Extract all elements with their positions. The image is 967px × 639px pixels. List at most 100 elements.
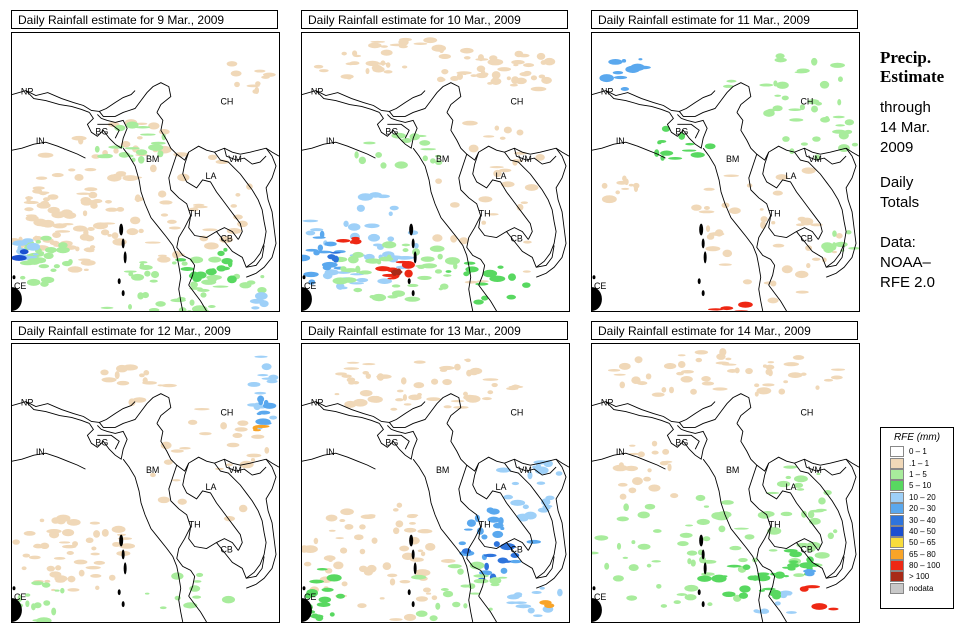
- rain-cell: [257, 395, 265, 403]
- island: [409, 534, 414, 547]
- border-line: [12, 452, 86, 470]
- island: [121, 601, 125, 608]
- rain-cell: [624, 465, 639, 472]
- rain-cell: [328, 529, 336, 532]
- country-label-bm: BM: [436, 154, 449, 164]
- rain-cell: [211, 257, 219, 261]
- rain-cell: [509, 594, 523, 598]
- island: [413, 562, 417, 575]
- rain-cell: [800, 372, 807, 376]
- rain-cell: [676, 371, 684, 376]
- rain-cell: [838, 131, 849, 140]
- legend-swatch: [890, 571, 904, 583]
- rain-cell: [422, 587, 431, 593]
- rain-cell: [511, 481, 520, 486]
- island: [302, 287, 312, 311]
- rain-cell: [413, 382, 425, 389]
- rain-cell: [783, 380, 789, 384]
- rain-cell: [490, 583, 500, 587]
- rain-cell: [177, 498, 187, 505]
- rain-cell: [219, 236, 233, 243]
- border-line: [466, 215, 486, 286]
- rain-cell: [233, 214, 243, 220]
- rain-cell: [32, 188, 43, 194]
- rain-cell: [771, 221, 776, 225]
- border-line: [98, 82, 172, 117]
- rain-cell: [401, 261, 415, 269]
- rain-cell: [827, 532, 834, 540]
- rain-cell: [100, 306, 114, 309]
- rain-cell: [477, 54, 484, 62]
- rain-cell: [312, 236, 326, 239]
- rain-cell: [651, 560, 661, 563]
- panel-title: Daily Rainfall estimate for 9 Mar., 2009: [11, 10, 278, 29]
- rain-cell: [807, 510, 815, 519]
- rain-cell: [489, 166, 504, 169]
- rain-cell: [323, 555, 336, 562]
- rain-cell: [526, 539, 542, 544]
- rain-cell: [496, 467, 512, 473]
- rain-cell: [527, 607, 535, 614]
- country-label-bg: BG: [675, 126, 688, 136]
- rain-cell: [800, 142, 808, 146]
- island: [592, 598, 602, 622]
- rain-cell: [157, 256, 171, 263]
- border-line: [214, 462, 267, 579]
- rain-cell: [810, 223, 823, 227]
- rain-cell: [637, 511, 650, 519]
- rain-cell: [25, 600, 30, 608]
- rain-cell: [690, 152, 705, 158]
- rain-cell: [646, 563, 652, 568]
- rain-cell: [357, 603, 367, 609]
- island: [703, 562, 707, 575]
- island: [701, 601, 705, 608]
- rain-cell: [723, 174, 739, 178]
- rain-cell: [12, 240, 28, 246]
- rain-cell: [415, 610, 428, 617]
- legend-row: 30 – 40: [881, 514, 953, 526]
- rain-cell: [354, 534, 364, 541]
- legend-row: 0 – 1: [881, 446, 953, 458]
- rain-cell: [365, 373, 371, 379]
- country-label-ce: CE: [14, 281, 26, 291]
- rain-cell: [523, 240, 532, 244]
- rain-cell: [72, 225, 88, 232]
- rain-cell: [204, 242, 219, 250]
- rain-cell: [703, 206, 710, 211]
- rain-cell: [838, 144, 850, 153]
- rain-cell: [469, 561, 485, 570]
- rain-cell: [811, 603, 828, 610]
- island: [302, 586, 306, 591]
- island: [411, 601, 415, 608]
- rain-cell: [819, 80, 830, 89]
- rain-cell: [801, 167, 816, 174]
- legend-label: 20 – 30: [909, 504, 936, 514]
- rain-cell: [756, 387, 772, 395]
- rain-cell: [317, 244, 324, 252]
- rain-cell: [36, 202, 51, 209]
- country-label-np: NP: [601, 87, 613, 97]
- rain-cell: [404, 527, 417, 533]
- rain-cell: [479, 570, 493, 576]
- panel-title: Daily Rainfall estimate for 11 Mar., 200…: [591, 10, 858, 29]
- rain-cell: [629, 444, 636, 447]
- rain-cell: [38, 264, 50, 269]
- rain-cell: [105, 207, 119, 212]
- rain-cell: [413, 360, 426, 364]
- border-line: [796, 542, 845, 579]
- rain-cell: [22, 553, 31, 558]
- rain-cell: [366, 514, 376, 517]
- rain-cell: [759, 83, 774, 87]
- rain-cell: [638, 58, 643, 61]
- rain-cell: [160, 213, 169, 217]
- rain-cell: [148, 122, 160, 130]
- border-line: [592, 452, 666, 470]
- rain-cell: [210, 268, 216, 273]
- rain-cell: [364, 223, 380, 229]
- border-line: [188, 284, 207, 311]
- border-line: [412, 458, 474, 622]
- rain-cell: [489, 55, 498, 61]
- rain-cell: [24, 593, 31, 597]
- rain-cell: [832, 230, 837, 237]
- rain-cell: [695, 357, 703, 363]
